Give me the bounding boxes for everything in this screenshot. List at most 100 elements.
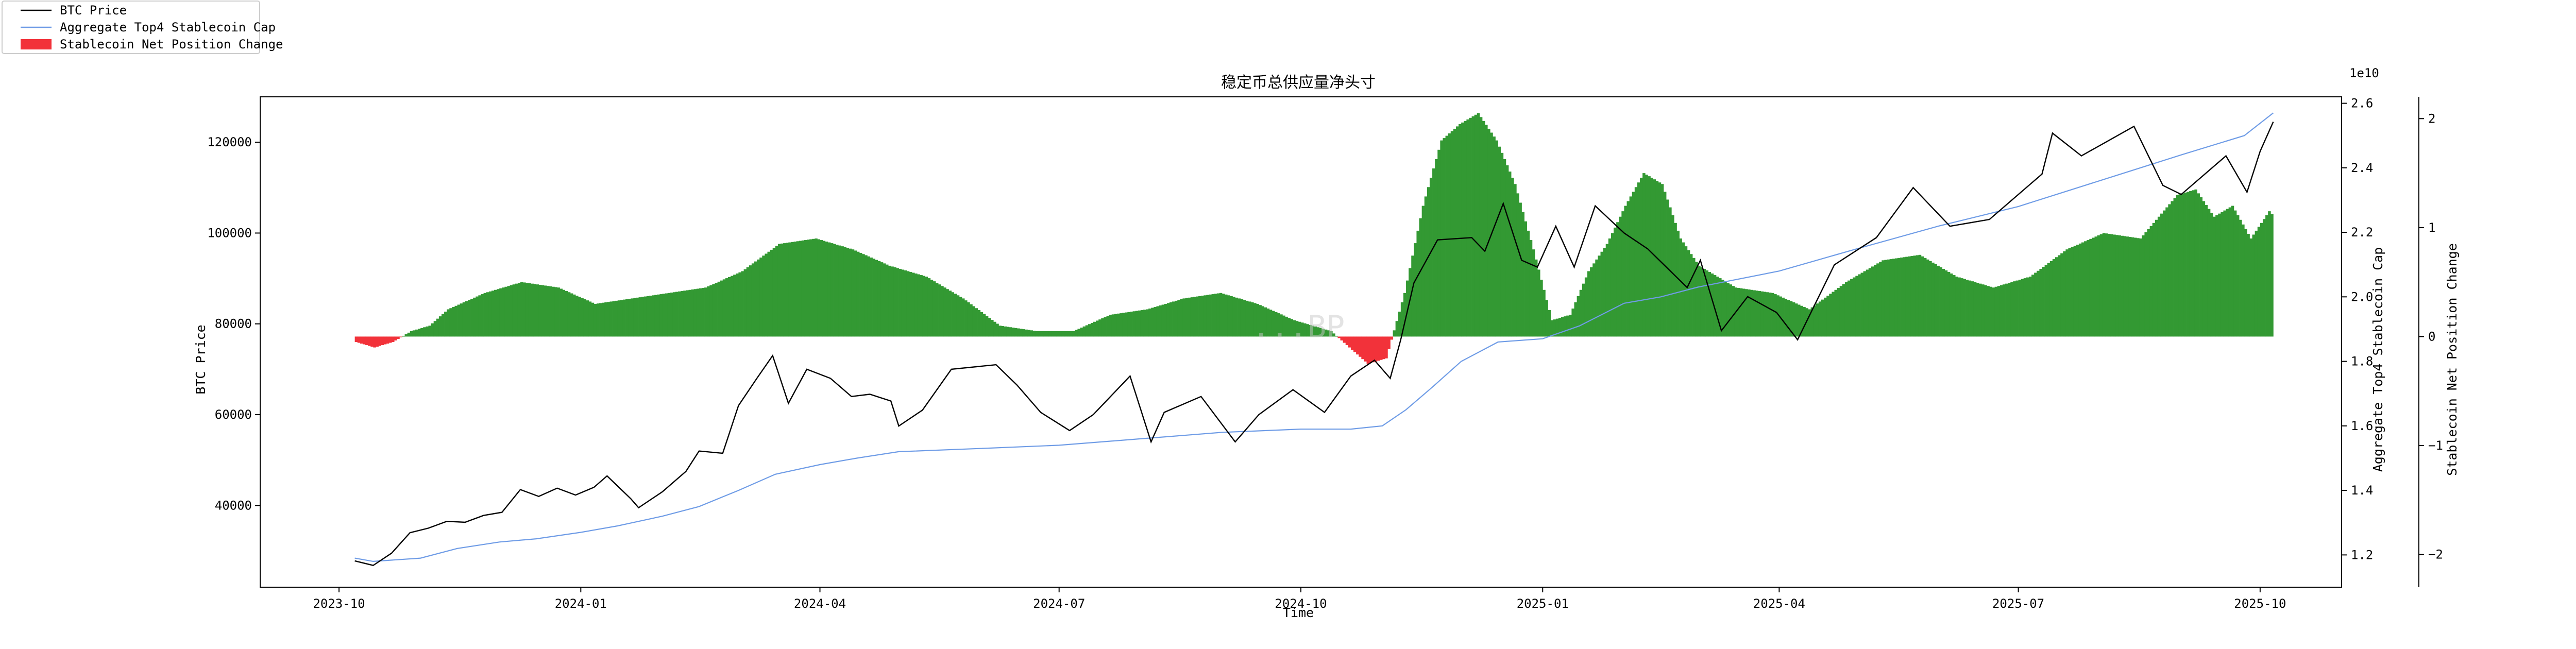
net-position-bar [1098,319,1101,337]
net-position-bar [1621,211,1624,337]
net-position-bar [1648,176,1651,337]
net-position-bar [2023,278,2027,337]
net-position-bar [1306,324,1309,337]
net-position-bar [1669,207,1672,337]
net-position-bar [1225,294,1228,337]
net-position-bar [2142,235,2145,337]
net-position-bar [951,292,955,337]
net-position-bar [1090,322,1094,337]
net-position-bar [1290,319,1294,337]
net-position-bar [791,242,794,337]
net-position-bar [770,249,773,337]
net-position-bar [964,300,968,337]
net-position-bar [767,251,770,337]
net-position-bar [996,323,999,337]
net-position-bar [1159,305,1162,337]
net-position-bar [699,288,702,337]
right2-tick-label: −2 [2428,548,2443,562]
net-position-bar [1965,280,1969,337]
net-position-bar [775,246,778,337]
net-position-bar [1440,140,1443,337]
net-position-bar [2097,235,2100,337]
net-position-bar [822,241,826,337]
net-position-bar [906,271,910,337]
net-position-bar [1511,178,1514,337]
net-position-bar [1369,336,1372,363]
net-position-bar [886,264,889,337]
net-position-bar [643,296,647,337]
net-position-bar [2249,238,2252,337]
net-position-bar [2255,230,2258,337]
net-position-bar [691,289,694,337]
net-position-bar [1850,279,1853,337]
net-position-bar [1175,300,1178,337]
net-position-bar [1185,298,1189,337]
net-position-bar [1713,275,1717,337]
net-position-bar [701,287,705,337]
net-position-bar [1327,330,1330,337]
net-position-bar [1046,331,1049,337]
net-position-bar [749,265,752,337]
net-position-bar [1350,336,1354,350]
right1-tick-label: 2.2 [2351,225,2373,240]
x-tick-label: 2025-07 [1992,596,2044,611]
net-position-bar [1361,336,1364,360]
net-position-bar [1111,314,1115,337]
net-position-bar [1671,215,1674,337]
net-position-bar [612,301,616,337]
net-position-bar [1605,244,1609,337]
net-position-bar [381,336,384,346]
net-position-bar [1017,328,1020,337]
net-position-bar [899,268,902,337]
right1-tick-label: 2.0 [2351,289,2373,304]
net-position-bar [515,283,518,337]
net-position-bar [1280,314,1283,337]
net-position-bar [504,286,507,337]
net-position-bars [354,113,2274,364]
net-position-bar [491,291,495,337]
net-position-bar [1009,327,1012,337]
net-position-bar [596,303,600,337]
net-position-bar [1739,288,1743,337]
net-position-bar [2055,257,2058,337]
net-position-bar [998,326,1002,337]
net-position-bar [1750,289,1753,337]
net-position-bar [620,300,623,337]
net-position-bar [1125,312,1128,337]
net-position-bar [2223,210,2226,337]
net-position-bar [1314,326,1317,337]
net-position-bar [1805,308,1808,337]
net-position-bar [1443,138,1446,337]
net-position-bar [1321,329,1325,337]
net-position-bar [1942,268,1945,337]
net-position-bar [809,239,812,337]
net-position-bar [1122,313,1125,337]
net-position-bar [1871,266,1874,337]
net-position-bar [1640,178,1643,337]
net-position-bar [762,255,765,337]
net-position-bar [1992,287,1995,337]
net-position-bar [1958,277,1961,337]
net-position-bar [1269,310,1273,337]
net-position-bar [1889,259,1893,337]
net-position-bar [867,256,870,337]
net-position-bar [1435,159,1438,337]
net-position-bar [460,303,463,337]
axes: 2023-10 2024-01 2024-04 2024-07 2024-10 2025-… [207,96,2443,611]
net-position-bar [625,299,629,337]
net-position-bar [392,336,395,342]
net-position-bar [388,336,392,343]
net-position-bar [1093,321,1096,337]
net-position-bar [1380,336,1383,360]
net-position-bar [536,284,539,337]
net-position-bar [1882,260,1885,337]
net-position-bar [1545,300,1548,337]
net-position-bar [733,275,736,337]
net-position-bar [1803,307,1806,337]
left-axis-label: BTC Price [193,324,208,394]
net-position-bar [1782,297,1785,337]
net-position-bar [812,238,815,337]
net-position-bar [1716,277,1719,337]
net-position-bar [1390,336,1393,340]
net-position-bar [557,287,560,337]
